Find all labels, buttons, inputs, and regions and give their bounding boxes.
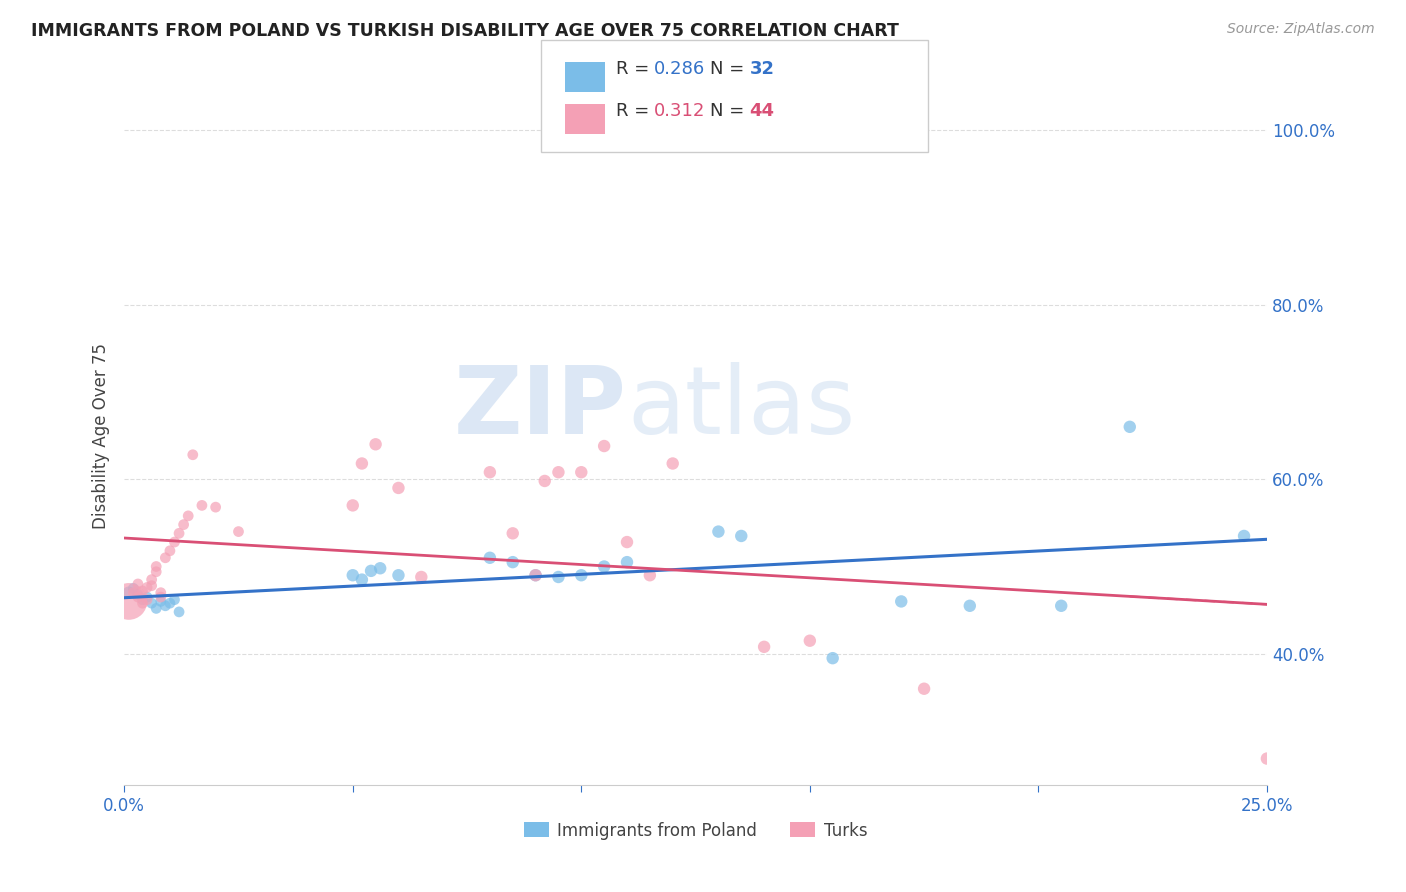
Point bbox=[342, 568, 364, 582]
Point bbox=[547, 465, 569, 479]
Point bbox=[191, 499, 214, 513]
Point bbox=[163, 592, 186, 607]
Point bbox=[1050, 599, 1073, 613]
Point bbox=[131, 596, 153, 610]
Point bbox=[593, 439, 616, 453]
Point bbox=[752, 640, 775, 654]
Point bbox=[593, 559, 616, 574]
Point bbox=[569, 465, 592, 479]
Point bbox=[141, 579, 163, 593]
Point bbox=[141, 573, 163, 587]
Point bbox=[368, 561, 391, 575]
Point bbox=[136, 592, 159, 607]
Text: ZIP: ZIP bbox=[454, 361, 627, 454]
Point bbox=[707, 524, 730, 539]
Point bbox=[136, 581, 159, 595]
Point bbox=[163, 535, 186, 549]
Point bbox=[141, 596, 163, 610]
Point bbox=[167, 526, 190, 541]
Point bbox=[145, 601, 167, 615]
Point bbox=[350, 573, 373, 587]
Point bbox=[350, 457, 373, 471]
Legend: Immigrants from Poland, Turks: Immigrants from Poland, Turks bbox=[517, 815, 875, 847]
Point bbox=[616, 555, 638, 569]
Point bbox=[411, 570, 433, 584]
Point bbox=[638, 568, 661, 582]
Point bbox=[228, 524, 250, 539]
Point bbox=[478, 465, 501, 479]
Point bbox=[533, 474, 555, 488]
Point bbox=[181, 448, 204, 462]
Point bbox=[136, 590, 159, 604]
Y-axis label: Disability Age Over 75: Disability Age Over 75 bbox=[93, 343, 110, 529]
Point bbox=[173, 517, 195, 532]
Text: Source: ZipAtlas.com: Source: ZipAtlas.com bbox=[1227, 22, 1375, 37]
Point bbox=[167, 605, 190, 619]
Point bbox=[360, 564, 382, 578]
Point bbox=[177, 508, 200, 523]
Point bbox=[159, 596, 181, 610]
Text: N =: N = bbox=[710, 102, 749, 120]
Point bbox=[149, 585, 172, 599]
Point bbox=[342, 499, 364, 513]
Point bbox=[616, 535, 638, 549]
Point bbox=[122, 585, 145, 599]
Point bbox=[959, 599, 981, 613]
Point bbox=[127, 590, 149, 604]
Point bbox=[131, 592, 153, 607]
Point bbox=[502, 526, 524, 541]
Point bbox=[524, 568, 547, 582]
Point bbox=[145, 559, 167, 574]
Point bbox=[1256, 751, 1278, 765]
Point bbox=[799, 633, 821, 648]
Point bbox=[145, 565, 167, 579]
Point bbox=[730, 529, 752, 543]
Point bbox=[159, 543, 181, 558]
Point bbox=[364, 437, 387, 451]
Point bbox=[204, 500, 226, 515]
Point bbox=[131, 583, 153, 598]
Point bbox=[821, 651, 844, 665]
Point bbox=[118, 594, 141, 608]
Point bbox=[127, 577, 149, 591]
Point bbox=[502, 555, 524, 569]
Text: 44: 44 bbox=[749, 102, 775, 120]
Text: 0.312: 0.312 bbox=[654, 102, 706, 120]
Point bbox=[155, 599, 177, 613]
Text: 32: 32 bbox=[749, 60, 775, 78]
Point bbox=[912, 681, 935, 696]
Point bbox=[524, 568, 547, 582]
Point bbox=[569, 568, 592, 582]
Point bbox=[118, 585, 141, 599]
Point bbox=[149, 594, 172, 608]
Point bbox=[478, 550, 501, 565]
Text: IMMIGRANTS FROM POLAND VS TURKISH DISABILITY AGE OVER 75 CORRELATION CHART: IMMIGRANTS FROM POLAND VS TURKISH DISABI… bbox=[31, 22, 898, 40]
Text: R =: R = bbox=[616, 102, 655, 120]
Text: N =: N = bbox=[710, 60, 749, 78]
Point bbox=[387, 481, 409, 495]
Text: atlas: atlas bbox=[627, 361, 855, 454]
Point bbox=[149, 590, 172, 604]
Point bbox=[1233, 529, 1256, 543]
Point bbox=[547, 570, 569, 584]
Text: 0.286: 0.286 bbox=[654, 60, 704, 78]
Point bbox=[127, 587, 149, 601]
Point bbox=[890, 594, 912, 608]
Point bbox=[155, 550, 177, 565]
Point bbox=[1119, 420, 1142, 434]
Point bbox=[661, 457, 683, 471]
Text: R =: R = bbox=[616, 60, 655, 78]
Point bbox=[122, 582, 145, 596]
Point bbox=[387, 568, 409, 582]
